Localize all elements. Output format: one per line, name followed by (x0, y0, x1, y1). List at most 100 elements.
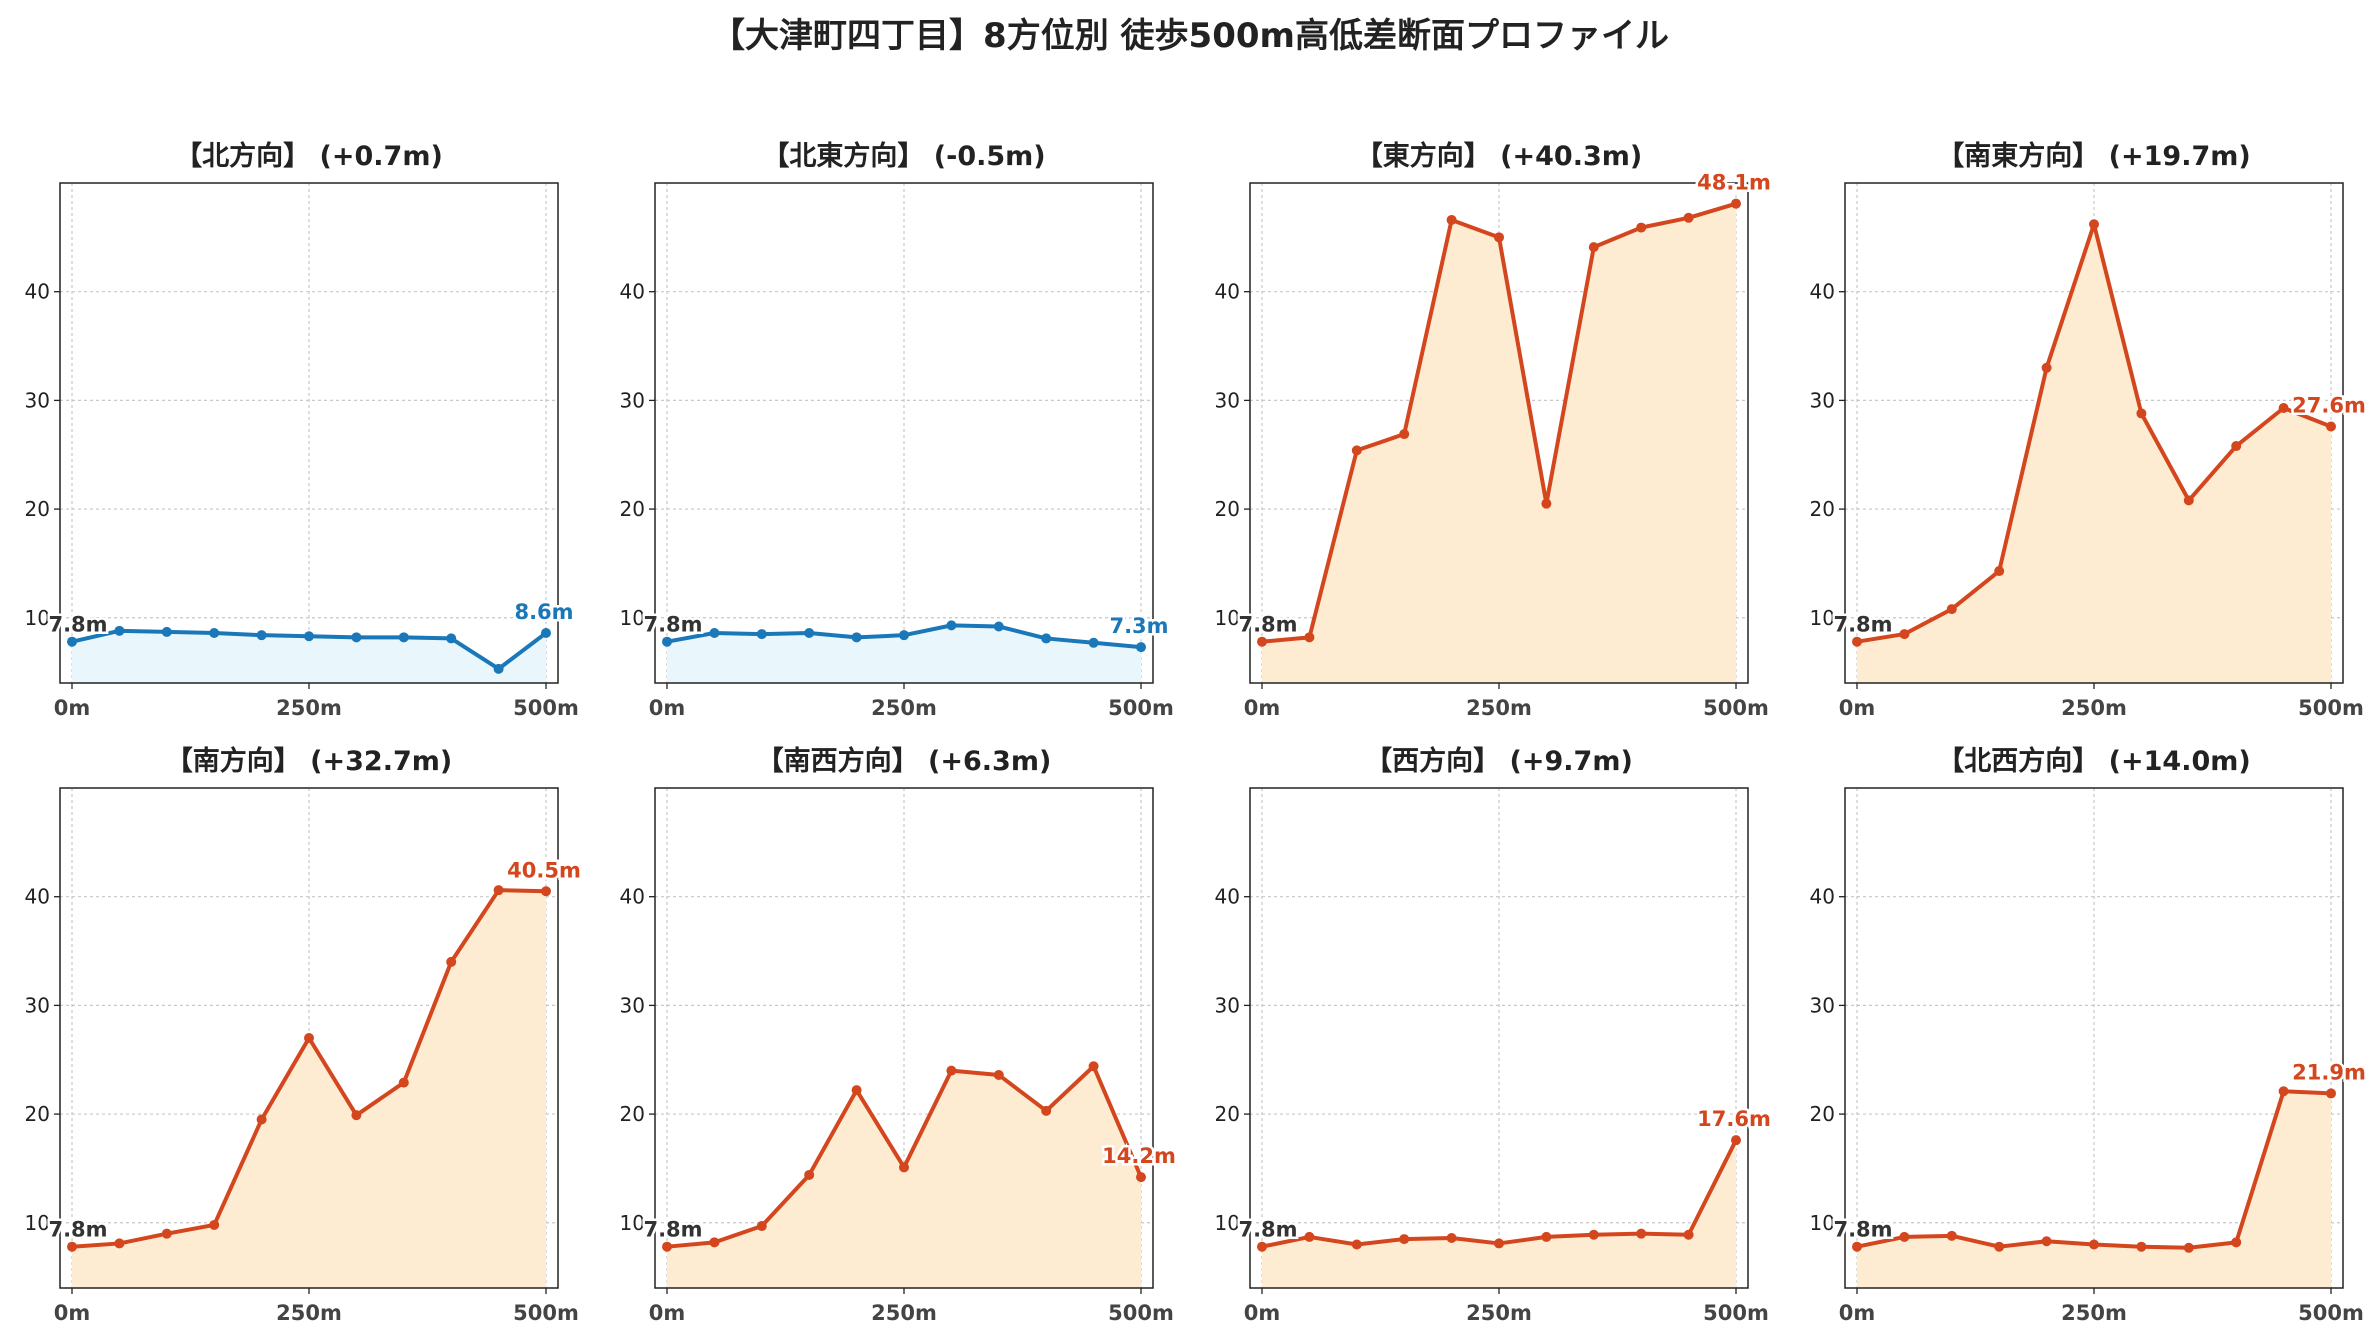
x-tick-label: 250m (2061, 696, 2127, 720)
data-point (1136, 642, 1146, 653)
y-tick-label: 30 (1215, 993, 1240, 1017)
data-point (1541, 498, 1552, 509)
data-point (1899, 629, 1910, 640)
area-fill (667, 1066, 1141, 1288)
data-point (1088, 1061, 1099, 1072)
area-fill (72, 890, 546, 1288)
data-point (2041, 1236, 2052, 1247)
subplot-7: 【北西方向】 (+14.0m) 10 20 30 40 0m 250m 500m 7.8m 21.… (1810, 745, 2369, 1325)
start-value-label: 7.8m (1833, 1218, 1892, 1242)
start-value-label: 7.8m (643, 613, 702, 637)
end-value-label: 17.6m (1697, 1107, 1771, 1131)
data-point (662, 1241, 672, 1252)
data-point (2136, 408, 2147, 419)
data-point (1304, 632, 1315, 643)
data-point (1636, 222, 1647, 233)
data-point (351, 1110, 362, 1121)
data-point (1588, 242, 1599, 253)
y-tick-label: 40 (1810, 885, 1835, 909)
data-point (1351, 1239, 1362, 1250)
y-tick-label: 30 (25, 388, 50, 412)
data-point (304, 1033, 314, 1043)
x-tick-label: 0m (1244, 696, 1281, 720)
data-point (256, 630, 267, 641)
data-point (2326, 1088, 2336, 1099)
data-point (2089, 219, 2099, 230)
data-point (2089, 1239, 2099, 1250)
data-point (1683, 212, 1694, 223)
data-point (756, 1221, 767, 1232)
x-tick-label: 0m (1839, 696, 1876, 720)
x-tick-label: 0m (54, 1301, 91, 1325)
y-tick-label: 30 (1810, 388, 1835, 412)
data-point (1636, 1228, 1647, 1239)
y-tick-label: 10 (1215, 1211, 1240, 1235)
y-tick-label: 40 (620, 280, 645, 304)
x-tick-label: 250m (1466, 1301, 1532, 1325)
start-value-label: 7.8m (643, 1218, 702, 1242)
data-point (161, 626, 172, 637)
x-tick-label: 250m (871, 1301, 937, 1325)
x-tick-label: 500m (513, 696, 579, 720)
x-tick-label: 0m (1839, 1301, 1876, 1325)
data-point (161, 1228, 172, 1239)
data-point (709, 628, 720, 638)
data-point (1257, 1241, 1267, 1252)
y-tick-label: 30 (1215, 388, 1240, 412)
end-value-label: 48.1m (1697, 171, 1771, 195)
subplot-6: 【西方向】 (+9.7m) 10 20 30 40 0m 250m 500m 7.8m 17.6m (1215, 745, 1774, 1325)
data-point (209, 628, 220, 638)
data-point (2041, 362, 2052, 373)
y-tick-label: 40 (25, 280, 50, 304)
end-value-label: 40.5m (507, 858, 581, 882)
data-point (993, 621, 1004, 632)
data-point (851, 632, 862, 643)
x-tick-label: 0m (649, 696, 686, 720)
data-point (493, 663, 504, 674)
y-tick-label: 10 (620, 1211, 645, 1235)
data-point (662, 636, 672, 647)
subplot-3: 【南東方向】 (+19.7m) 10 20 30 40 0m 250m 500m 7.8m 27.… (1810, 140, 2369, 720)
end-value-label: 27.6m (2292, 393, 2366, 417)
start-value-label: 7.8m (1238, 613, 1297, 637)
subplot-5: 【南西方向】 (+6.3m) 10 20 30 40 0m 250m 500m 7.8m 14.2… (620, 745, 1179, 1325)
data-point (351, 632, 362, 643)
subplot-title: 【北西方向】 (+14.0m) (1937, 745, 2250, 777)
end-value-label: 14.2m (1102, 1144, 1176, 1168)
y-tick-label: 40 (1215, 280, 1240, 304)
y-tick-label: 40 (620, 885, 645, 909)
x-tick-label: 250m (276, 1301, 342, 1325)
data-point (1399, 1234, 1410, 1245)
data-point (1994, 566, 2005, 577)
data-point (398, 1077, 409, 1088)
data-point (304, 631, 314, 642)
data-point (1852, 1241, 1862, 1252)
y-tick-label: 20 (1215, 497, 1240, 521)
data-point (541, 628, 551, 638)
data-point (1446, 1233, 1457, 1243)
end-value-label: 21.9m (2292, 1060, 2366, 1084)
data-point (67, 636, 77, 647)
start-value-label: 7.8m (1238, 1218, 1297, 1242)
x-tick-label: 0m (1244, 1301, 1281, 1325)
data-point (1946, 1230, 1957, 1241)
data-point (1041, 633, 1052, 644)
data-point (67, 1241, 77, 1252)
y-tick-label: 20 (1810, 497, 1835, 521)
data-point (2136, 1241, 2147, 1252)
x-tick-label: 500m (2298, 1301, 2364, 1325)
start-value-label: 7.8m (48, 1218, 107, 1242)
y-tick-label: 10 (1810, 1211, 1835, 1235)
data-point (446, 633, 457, 644)
data-point (1852, 636, 1862, 647)
y-tick-label: 20 (620, 497, 645, 521)
data-point (899, 630, 909, 641)
data-point (993, 1069, 1004, 1080)
data-point (1494, 1238, 1504, 1249)
data-point (1731, 1135, 1741, 1146)
x-tick-label: 500m (2298, 696, 2364, 720)
subplot-title: 【西方向】 (+9.7m) (1365, 745, 1633, 777)
page-title: 【大津町四丁目】8方位別 徒歩500m高低差断面プロファイル (711, 16, 1669, 56)
data-point (946, 620, 957, 631)
